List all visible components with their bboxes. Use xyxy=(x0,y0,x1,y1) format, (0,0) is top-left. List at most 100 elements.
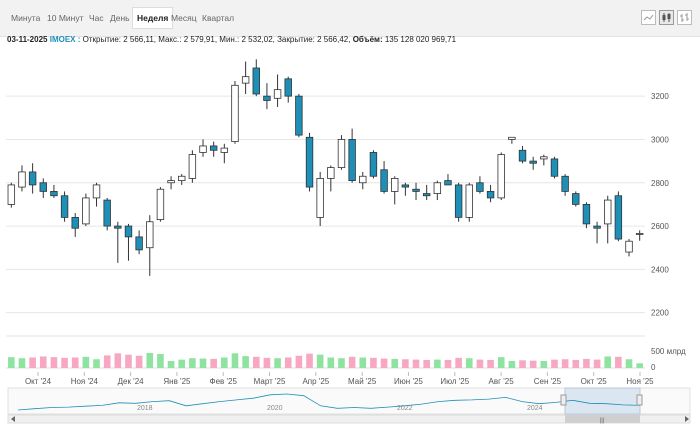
volume-bar xyxy=(146,352,154,368)
candle-body-up xyxy=(231,84,239,143)
navigator-handle-right[interactable] xyxy=(636,394,643,406)
candle-body-down xyxy=(401,184,410,188)
candle-body-down xyxy=(39,182,47,192)
candle xyxy=(156,187,165,222)
volume-bar xyxy=(50,357,58,368)
candle-body-down xyxy=(369,152,378,177)
candle xyxy=(241,61,250,94)
candlestick-chart-icon[interactable] xyxy=(659,10,674,25)
candle-body-down xyxy=(444,180,452,186)
tab-week[interactable]: Неделя xyxy=(132,7,174,29)
candle xyxy=(582,202,591,229)
candle xyxy=(593,221,601,244)
candle xyxy=(518,145,527,164)
candle xyxy=(337,135,346,170)
x-tick-label: Июл '25 xyxy=(440,377,469,386)
candle-body-up xyxy=(167,180,175,184)
x-tick-label: Окт '25 xyxy=(581,377,608,386)
candle xyxy=(465,182,473,222)
candle xyxy=(391,176,399,205)
candle-body-down xyxy=(305,136,314,188)
x-tick-label: Дек '24 xyxy=(118,377,145,386)
candle xyxy=(369,150,378,179)
candle-body-up xyxy=(359,175,367,184)
candle xyxy=(572,191,580,207)
candle-body-up xyxy=(146,221,154,249)
volume-bar xyxy=(402,359,409,368)
scroll-left-arrow-icon[interactable] xyxy=(11,416,15,422)
volume-value: 135 128 020 969,71 xyxy=(384,35,457,44)
tab-minute[interactable]: Минута xyxy=(11,13,41,23)
volume-bar xyxy=(252,356,260,368)
volume-bar xyxy=(391,358,399,368)
candle xyxy=(412,182,420,201)
candle xyxy=(508,136,516,144)
candle-body-up xyxy=(337,139,346,168)
candle-body-down xyxy=(60,195,69,218)
candle xyxy=(92,182,101,207)
line-chart-icon[interactable] xyxy=(641,10,656,25)
tab-day[interactable]: День xyxy=(110,13,130,23)
ohlc-values: Открытие: 2 566,11, Макс.: 2 579,91, Мин… xyxy=(82,35,351,44)
candle xyxy=(60,191,69,222)
candle-body-up xyxy=(156,188,165,220)
x-tick-label: Авг '25 xyxy=(488,377,514,386)
tab-quarter[interactable]: Квартал xyxy=(202,13,235,23)
scrollbar-track[interactable] xyxy=(7,414,691,424)
x-tick-label: Март '25 xyxy=(254,377,286,386)
candle-body-down xyxy=(114,225,122,229)
x-tick-label: Ноя '24 xyxy=(71,377,99,386)
volume-bar xyxy=(551,359,558,368)
tab-10-minutes[interactable]: 10 Минут xyxy=(47,13,84,23)
scrollbar-thumb[interactable] xyxy=(565,415,640,423)
candle xyxy=(50,184,58,198)
candle-body-down xyxy=(572,193,580,205)
candle xyxy=(359,171,367,190)
candle-body-down xyxy=(103,199,111,227)
volume-bar xyxy=(434,359,441,368)
candle-body-up xyxy=(18,171,26,188)
navigator-handle-left[interactable] xyxy=(560,394,567,406)
scroll-right-arrow-icon[interactable] xyxy=(685,416,689,422)
candle-body-up xyxy=(497,154,505,199)
candle xyxy=(209,141,218,157)
candle-body-down xyxy=(582,204,591,225)
candle-body-up xyxy=(178,175,186,181)
volume-bar xyxy=(497,357,505,368)
candle xyxy=(635,230,644,241)
candle xyxy=(188,150,197,183)
ticker: IMOEX : xyxy=(49,35,81,44)
candle-body-up xyxy=(604,199,612,225)
ohlc-bar-chart-icon[interactable] xyxy=(677,10,692,25)
volume-bar xyxy=(338,358,345,368)
candle xyxy=(178,174,186,185)
volume-bar xyxy=(380,358,388,368)
volume-bar xyxy=(487,359,494,368)
volume-bar xyxy=(561,359,569,368)
volume-bar xyxy=(61,357,68,368)
candle xyxy=(476,176,484,194)
tab-hour[interactable]: Час xyxy=(89,13,104,23)
candle-body-down xyxy=(124,225,133,238)
candle xyxy=(7,182,16,208)
candle xyxy=(305,132,314,192)
volume-tick-label: 0 xyxy=(651,363,656,372)
candle-body-down xyxy=(28,171,37,186)
volume-bar xyxy=(327,357,335,368)
candle-body-up xyxy=(635,233,644,235)
volume-label: Объём: xyxy=(352,35,383,44)
volume-bar xyxy=(572,359,580,368)
candle-body-down xyxy=(476,182,484,192)
candle-body-down xyxy=(135,236,143,251)
candle xyxy=(614,191,623,242)
candle-body-down xyxy=(550,158,559,177)
candle xyxy=(486,184,495,203)
tab-month[interactable]: Месяц xyxy=(171,13,197,23)
candle-body-up xyxy=(273,89,282,99)
candle xyxy=(284,76,292,103)
x-tick-label: Окт '24 xyxy=(25,377,52,386)
volume-bar xyxy=(284,357,292,368)
candle xyxy=(401,182,410,196)
volume-bar xyxy=(39,356,47,368)
